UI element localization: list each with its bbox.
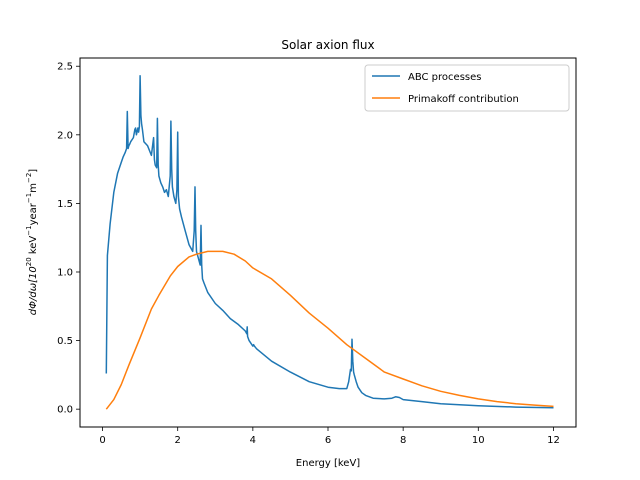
y-tick-label: 0.0 — [57, 405, 73, 416]
y-axis-label-exp2: −1 — [25, 225, 33, 235]
x-tick-label: 6 — [325, 435, 331, 446]
y-axis-label-exp3: −1 — [25, 193, 33, 203]
y-axis-label-exp4: −2 — [25, 173, 33, 183]
y-axis-label-exp1: 20 — [25, 257, 33, 266]
y-axis-label-prefix: dΦ/dω[10 — [28, 266, 39, 315]
x-axis-ticks: 0 2 4 6 8 10 12 — [99, 427, 560, 446]
y-axis-label-unit2: year — [28, 202, 39, 225]
x-axis-label: Energy [keV] — [296, 458, 361, 469]
y-tick-label: 2.0 — [57, 130, 73, 141]
plot-area: 0 2 4 6 8 10 12 0.0 0.5 1.0 1.5 2.0 2.5 — [57, 57, 577, 446]
y-axis-label: dΦ/dω[1020 keV−1year−1m−2] — [25, 169, 39, 316]
legend-box — [364, 64, 570, 112]
series-line-abc-processes — [105, 75, 554, 409]
x-tick-label: 12 — [547, 435, 560, 446]
series-layer — [105, 75, 554, 410]
x-tick-label: 8 — [400, 435, 406, 446]
x-tick-label: 2 — [175, 435, 181, 446]
x-tick-label: 4 — [250, 435, 256, 446]
legend-label-abc: ABC processes — [408, 72, 481, 83]
y-axis-label-suffix: ] — [28, 169, 39, 173]
y-tick-label: 1.5 — [57, 199, 73, 210]
chart-title: Solar axion flux — [281, 38, 374, 52]
y-tick-label: 0.5 — [57, 336, 73, 347]
legend-label-primakoff: Primakoff contribution — [408, 94, 519, 105]
y-axis-ticks: 0.0 0.5 1.0 1.5 2.0 2.5 — [57, 62, 80, 416]
series-line-primakoff — [105, 250, 554, 410]
y-axis-label-unit1: keV — [28, 236, 39, 258]
y-axis-label-unit3: m — [28, 183, 39, 193]
legend: ABC processes Primakoff contribution — [364, 64, 570, 112]
x-tick-label: 10 — [472, 435, 485, 446]
y-tick-label: 2.5 — [57, 62, 73, 73]
y-tick-label: 1.0 — [57, 267, 73, 278]
x-tick-label: 0 — [99, 435, 105, 446]
